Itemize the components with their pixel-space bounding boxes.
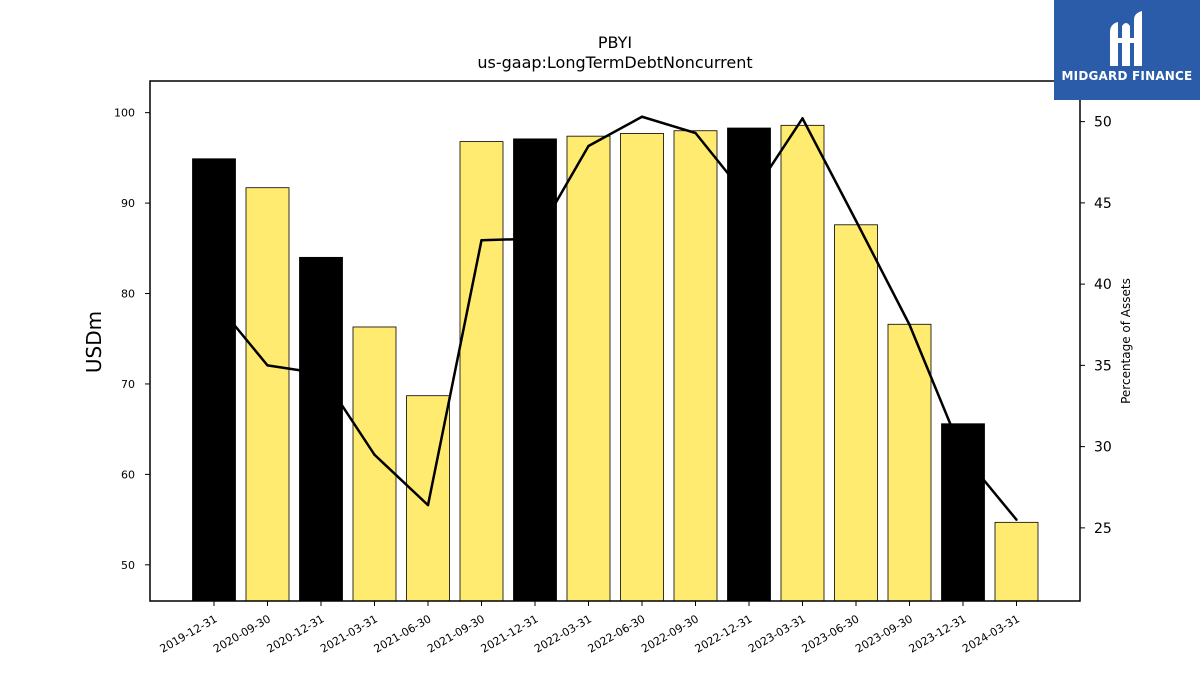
y2-tick-label: 40 [1094,277,1112,293]
line-point-2023-12-31 [961,453,965,456]
line-point-2022-12-31 [747,198,751,201]
x-tick-label: 2024-03-31 [960,612,1022,655]
line-point-2022-09-30 [694,131,697,135]
y-axis-right: 25 30 35 40 45 50 [1080,115,1112,537]
line-point-2021-06-30 [426,503,430,507]
x-tick-label: 2021-03-31 [318,612,380,655]
y-tick-label: 80 [121,288,135,301]
line-point-2023-03-31 [801,117,804,120]
line-point-2020-12-31 [319,372,323,375]
line-point-2021-03-31 [373,453,376,456]
bar-2020-09-30 [245,187,290,602]
y2-tick-label: 25 [1094,521,1112,537]
y2-axis-label: Percentage of Assets [1119,278,1133,404]
x-tick-label: 2023-03-31 [746,612,808,655]
bar-2024-03-31 [994,521,1039,602]
bar-2022-03-31 [566,135,611,602]
y2-tick-label: 45 [1094,196,1112,212]
bar-2021-03-31 [352,326,397,602]
x-tick-label: 2023-09-30 [853,612,915,655]
y-tick-label: 50 [121,559,135,572]
logo-mark-icon [1110,11,1142,66]
y2-tick-label: 30 [1094,440,1112,456]
line-point-2021-12-31 [533,237,537,240]
y2-tick-label: 35 [1094,358,1112,374]
x-tick-label: 2022-12-31 [693,612,755,655]
line-point-2022-06-30 [640,115,644,118]
chart-title: PBYI [598,33,632,52]
x-tick-label: 2019-12-31 [158,612,220,655]
brand-logo: MIDGARD FINANCE [1054,0,1200,100]
x-axis: 2019-12-312020-09-302020-12-312021-03-31… [158,601,1022,656]
bar-series [192,124,1039,602]
line-point-2024-03-31 [1015,518,1018,521]
bar-2023-03-31 [780,124,825,602]
line-point-2023-06-30 [854,219,858,222]
x-tick-label: 2020-09-30 [211,612,273,655]
bar-2022-06-30 [620,133,664,602]
y2-tick-label: 50 [1094,115,1112,131]
bar-2019-12-31 [192,158,236,602]
x-tick-label: 2023-06-30 [800,612,862,655]
plot-frame [149,80,1081,602]
logo-text: MIDGARD FINANCE [1061,69,1193,83]
line-point-2020-09-30 [266,364,269,367]
bar-2021-09-30 [459,141,504,602]
x-tick-label: 2021-06-30 [372,612,434,655]
x-tick-label: 2022-09-30 [639,612,701,655]
chart-subtitle: us-gaap:LongTermDebtNoncurrent [477,53,752,72]
y-tick-label: 100 [114,107,135,120]
y-tick-label: 70 [121,378,135,391]
bar-2023-06-30 [834,224,878,602]
bar-2020-12-31 [299,256,343,602]
y-axis-left: 50 60 70 80 90 100 [114,107,150,572]
line-point-2023-09-30 [908,323,911,326]
percentage-line [213,115,1018,521]
bar-2022-09-30 [673,130,718,602]
x-tick-label: 2022-03-31 [532,612,594,655]
y-tick-label: 90 [121,197,135,210]
bar-2023-09-30 [887,323,932,602]
y-tick-label: 60 [121,468,135,481]
bar-2022-12-31 [727,127,771,602]
y-axis-label: USDm [82,311,106,373]
line-point-2022-03-31 [587,144,590,148]
line-point-2019-12-31 [212,299,216,302]
bar-2021-12-31 [513,138,557,602]
line-point-2021-09-30 [480,239,483,242]
bar-2023-12-31 [941,423,985,602]
line-series [212,115,1018,521]
x-tick-label: 2020-12-31 [265,612,327,655]
x-tick-label: 2023-12-31 [907,612,969,655]
x-tick-label: 2022-06-30 [586,612,648,655]
x-tick-label: 2021-12-31 [479,612,541,655]
x-tick-label: 2021-09-30 [425,612,487,655]
